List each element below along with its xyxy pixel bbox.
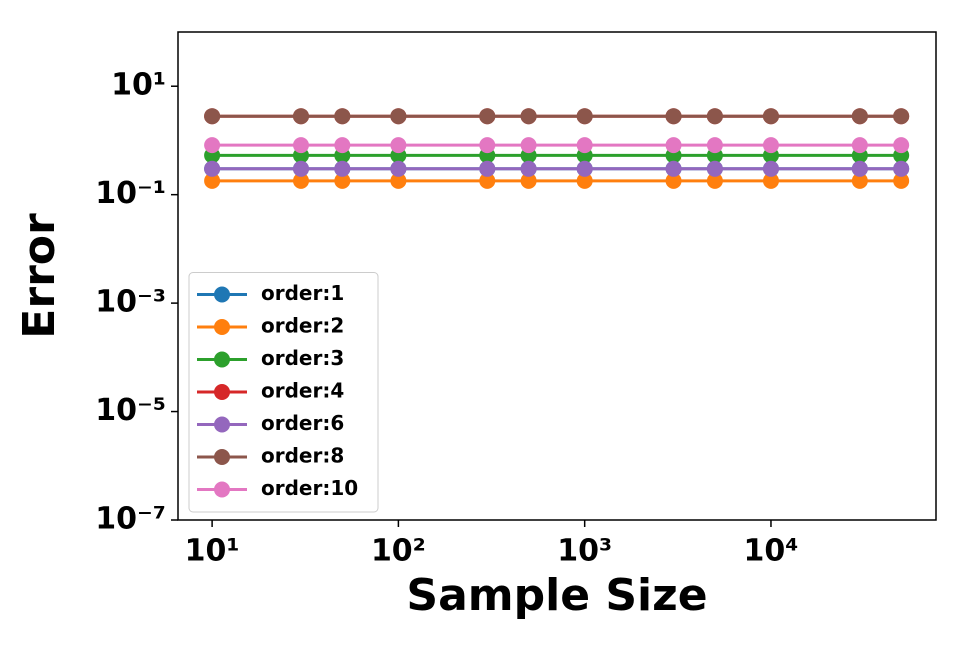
point bbox=[292, 160, 309, 177]
point bbox=[334, 172, 351, 189]
y-tick-label: 10¹ bbox=[111, 68, 166, 103]
point bbox=[576, 137, 593, 154]
point bbox=[576, 172, 593, 189]
legend-label: order:2 bbox=[261, 314, 344, 338]
point bbox=[893, 160, 910, 177]
legend-marker bbox=[214, 481, 230, 498]
legend-label: order:4 bbox=[261, 379, 344, 403]
point bbox=[292, 172, 309, 189]
point bbox=[204, 160, 221, 177]
point bbox=[390, 137, 407, 154]
legend-marker bbox=[214, 286, 230, 303]
legend-label: order:6 bbox=[261, 411, 344, 435]
x-tick-label: 10⁴ bbox=[744, 534, 799, 569]
legend-marker bbox=[214, 384, 230, 400]
point bbox=[706, 108, 723, 125]
point bbox=[576, 108, 593, 125]
legend-marker bbox=[214, 416, 230, 433]
point bbox=[334, 160, 351, 177]
y-tick-label: 10⁻⁷ bbox=[95, 502, 166, 537]
point bbox=[390, 172, 407, 189]
point bbox=[479, 172, 496, 189]
y-tick-label: 10⁻⁵ bbox=[95, 393, 166, 428]
point bbox=[893, 137, 910, 154]
point bbox=[762, 160, 779, 177]
point bbox=[479, 137, 496, 154]
point bbox=[479, 108, 496, 125]
point bbox=[851, 137, 868, 154]
point bbox=[520, 137, 537, 154]
point bbox=[762, 108, 779, 125]
legend-box bbox=[188, 272, 379, 513]
legend-marker bbox=[214, 319, 230, 335]
point bbox=[893, 108, 910, 125]
legend-label: order:8 bbox=[261, 444, 344, 468]
point bbox=[762, 172, 779, 189]
point bbox=[665, 108, 682, 125]
legend-marker bbox=[214, 449, 230, 465]
x-tick-label: 10³ bbox=[557, 534, 612, 569]
point bbox=[204, 172, 221, 189]
point bbox=[520, 172, 537, 189]
y-axis-label: Error bbox=[14, 213, 65, 339]
point bbox=[334, 137, 351, 154]
x-axis-label: Sample Size bbox=[406, 570, 707, 621]
point bbox=[204, 108, 221, 125]
point bbox=[390, 108, 407, 125]
y-tick-label: 10⁻³ bbox=[95, 285, 166, 320]
point bbox=[851, 108, 868, 125]
point bbox=[520, 108, 537, 125]
point bbox=[576, 160, 593, 177]
plot-frame bbox=[177, 31, 937, 521]
point bbox=[520, 160, 537, 177]
point bbox=[851, 160, 868, 177]
point bbox=[390, 160, 407, 177]
y-tick-label: 10⁻¹ bbox=[95, 176, 166, 211]
point bbox=[762, 137, 779, 154]
legend-label: order:10 bbox=[261, 476, 358, 500]
point bbox=[665, 172, 682, 189]
point bbox=[851, 172, 868, 189]
x-tick-label: 10² bbox=[371, 534, 426, 569]
point bbox=[479, 160, 496, 177]
point bbox=[204, 137, 221, 154]
legend-label: order:1 bbox=[261, 281, 344, 305]
legend-marker bbox=[214, 351, 230, 368]
point bbox=[665, 137, 682, 154]
point bbox=[706, 137, 723, 154]
point bbox=[665, 160, 682, 177]
point bbox=[706, 172, 723, 189]
point bbox=[334, 108, 351, 125]
point bbox=[292, 108, 309, 125]
point bbox=[292, 137, 309, 154]
point bbox=[706, 160, 723, 177]
legend-label: order:3 bbox=[261, 346, 344, 370]
point bbox=[893, 172, 910, 189]
x-tick-label: 10¹ bbox=[185, 534, 240, 569]
